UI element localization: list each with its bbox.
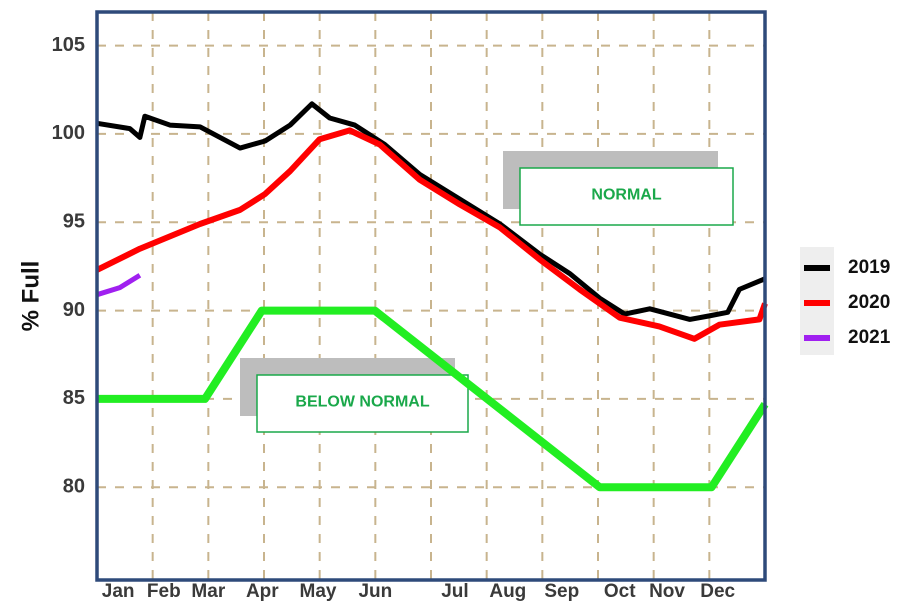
x-tick-label: Jun bbox=[358, 581, 392, 602]
legend-label: 2021 bbox=[848, 327, 891, 348]
y-tick-label: 80 bbox=[63, 476, 85, 498]
plot-border bbox=[95, 10, 767, 582]
x-tick-label: Feb bbox=[147, 581, 181, 602]
normal-line bbox=[97, 306, 769, 492]
x-tick-label: Mar bbox=[191, 581, 225, 602]
series-line bbox=[95, 127, 768, 342]
x-tick-label: Aug bbox=[489, 581, 526, 602]
y-tick-label: 85 bbox=[63, 387, 85, 409]
x-tick-label: May bbox=[300, 581, 337, 602]
x-tick-label: Dec bbox=[700, 581, 735, 602]
legend-label: 2019 bbox=[848, 257, 890, 278]
y-tick-label: 105 bbox=[52, 34, 85, 56]
x-tick-label: Nov bbox=[649, 581, 685, 602]
x-tick-label: Jan bbox=[102, 581, 135, 602]
annotation-box bbox=[519, 167, 734, 226]
series-line bbox=[96, 273, 142, 298]
x-tick-label: Sep bbox=[544, 581, 579, 602]
series-line bbox=[96, 101, 766, 322]
y-tick-label: 95 bbox=[63, 211, 85, 233]
annotation-box bbox=[256, 374, 469, 433]
x-tick-label: Oct bbox=[604, 581, 636, 602]
annotation: BELOW NORMAL bbox=[295, 394, 429, 411]
legend-label: 2020 bbox=[848, 292, 890, 313]
y-axis-label: % Full bbox=[17, 261, 44, 332]
y-tick-label: 90 bbox=[63, 299, 85, 321]
x-tick-label: Apr bbox=[246, 581, 279, 602]
x-tick-label: Jul bbox=[441, 581, 468, 602]
annotation: NORMAL bbox=[591, 187, 661, 204]
y-tick-label: 100 bbox=[52, 122, 85, 144]
